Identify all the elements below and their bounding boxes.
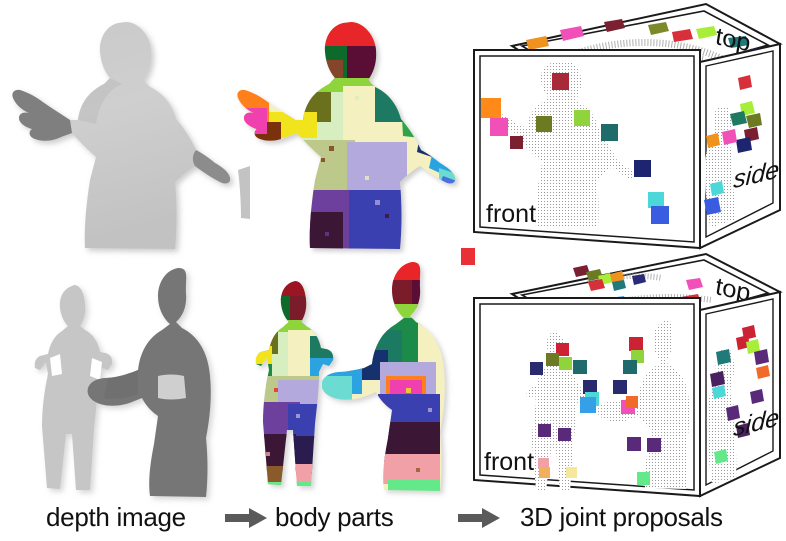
right-arrow-icon bbox=[225, 508, 267, 528]
box-face-side: side bbox=[699, 42, 781, 250]
depth-image-two-people bbox=[0, 258, 250, 498]
right-arrow-icon bbox=[458, 508, 500, 528]
depth-image-single-person bbox=[0, 0, 250, 260]
box-face-front: front bbox=[473, 297, 701, 498]
box-face-side: side bbox=[699, 290, 781, 498]
caption-depth-image: depth image bbox=[46, 502, 186, 532]
box-face-front: front bbox=[473, 49, 701, 250]
pipeline-caption: depth image body parts 3D joint proposal… bbox=[0, 494, 786, 541]
box-face-label-front: front bbox=[486, 200, 536, 228]
caption-body-parts: body parts bbox=[275, 502, 394, 532]
joint-box-single-person: top bbox=[460, 0, 786, 262]
body-parts-two-people bbox=[230, 258, 480, 506]
joint-box-two-people: top bbox=[460, 252, 786, 500]
caption-3d-joint-proposals: 3D joint proposals bbox=[520, 502, 723, 532]
joint-proposal-markers-front bbox=[481, 73, 669, 224]
body-parts-single-person bbox=[225, 0, 475, 265]
box-face-label-front: front bbox=[484, 448, 534, 476]
joint-proposal-markers-front bbox=[530, 337, 661, 485]
